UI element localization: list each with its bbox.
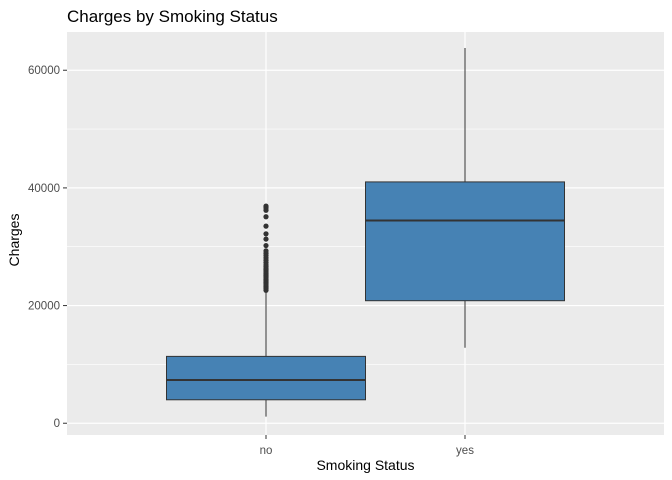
y-tick-label: 20000 bbox=[28, 301, 60, 313]
y-tick-label: 60000 bbox=[28, 65, 60, 77]
outlier-point bbox=[263, 214, 269, 220]
box-no bbox=[166, 203, 366, 417]
y-axis: 0 20000 40000 60000 bbox=[28, 65, 67, 430]
outlier-point bbox=[263, 203, 269, 209]
outlier-point bbox=[263, 248, 269, 254]
boxes bbox=[166, 48, 565, 417]
outlier-point bbox=[263, 231, 269, 237]
chart-title: Charges by Smoking Status bbox=[67, 7, 278, 26]
y-tick-label: 40000 bbox=[28, 183, 60, 195]
y-axis-title: Charges bbox=[6, 214, 22, 267]
outlier-point bbox=[263, 236, 269, 242]
x-axis: no yes bbox=[260, 435, 474, 457]
outlier-point bbox=[263, 223, 269, 229]
box-iqr bbox=[166, 355, 366, 401]
x-axis-title: Smoking Status bbox=[316, 457, 414, 473]
x-tick-label: yes bbox=[456, 445, 474, 457]
box-iqr bbox=[365, 181, 565, 302]
outlier-point bbox=[263, 242, 269, 249]
box-yes bbox=[365, 48, 565, 348]
y-tick-label: 0 bbox=[54, 418, 60, 430]
x-tick-label: no bbox=[260, 445, 273, 457]
